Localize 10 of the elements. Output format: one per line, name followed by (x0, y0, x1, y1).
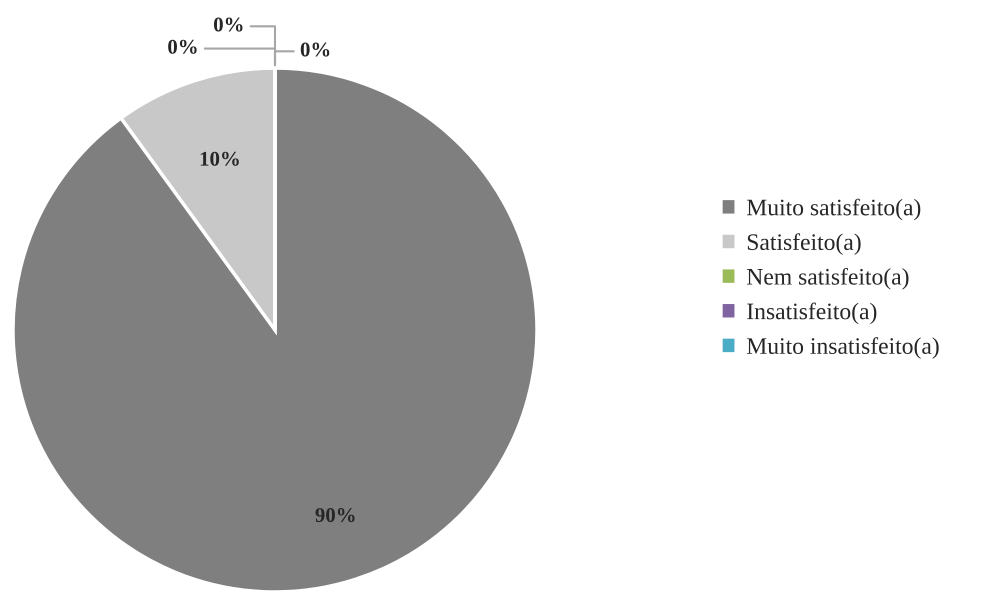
legend-label: Satisfeito(a) (748, 233, 861, 255)
legend-label: Muito insatisfeito(a) (746, 337, 939, 359)
legend-label: Nem satisfeito(a) (746, 268, 908, 290)
text: 0% (300, 42, 330, 57)
data-label: 90% (315, 508, 355, 522)
text: 0% (168, 40, 197, 54)
legend-label: Insatisfeito(a) (747, 302, 876, 324)
data-label: 10% (200, 152, 239, 166)
text: 0% (214, 17, 242, 32)
legend-label: Muito satisfeito(a) (746, 198, 920, 220)
